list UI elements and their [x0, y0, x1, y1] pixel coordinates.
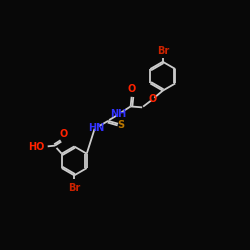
Text: O: O: [128, 84, 136, 94]
Text: O: O: [59, 129, 68, 139]
Text: Br: Br: [68, 183, 80, 193]
Text: O: O: [149, 94, 157, 104]
Text: S: S: [118, 120, 124, 130]
Text: NH: NH: [110, 109, 127, 119]
Text: HN: HN: [88, 122, 105, 132]
Text: Br: Br: [157, 46, 169, 56]
Text: HO: HO: [28, 142, 44, 152]
